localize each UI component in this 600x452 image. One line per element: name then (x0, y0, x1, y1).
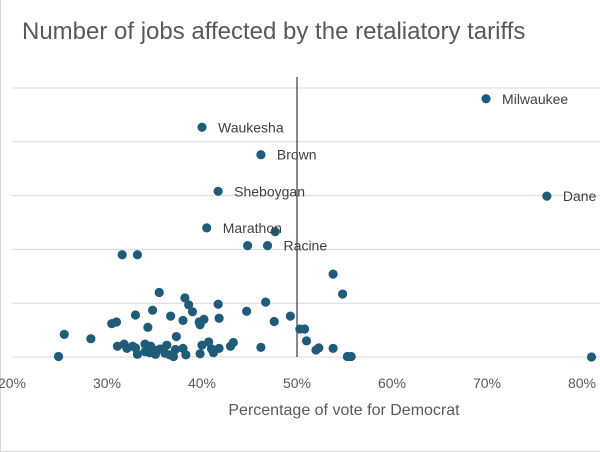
x-axis-title: Percentage of vote for Democrat (228, 402, 460, 419)
data-point[interactable] (122, 343, 132, 353)
data-point[interactable] (130, 310, 141, 320)
point-label-dane: Dane (563, 188, 597, 204)
data-point-racine[interactable] (262, 241, 273, 251)
data-point[interactable] (184, 300, 194, 310)
data-point[interactable] (180, 293, 190, 303)
point-label-marathon: Marathon (223, 220, 282, 236)
data-point[interactable] (132, 250, 142, 260)
data-point[interactable] (197, 340, 207, 350)
data-point[interactable] (256, 342, 266, 352)
data-point[interactable] (301, 336, 312, 346)
data-point[interactable] (300, 324, 310, 334)
data-point[interactable] (117, 250, 127, 260)
data-point[interactable] (195, 320, 205, 330)
data-point[interactable] (213, 299, 223, 309)
data-point[interactable] (132, 349, 142, 359)
data-point[interactable] (148, 305, 158, 315)
point-label-sheboygan: Sheboygan (234, 183, 305, 199)
data-point[interactable] (181, 350, 191, 360)
data-point[interactable] (242, 306, 252, 316)
data-point[interactable] (168, 351, 179, 362)
chart-title: Number of jobs affected by the retaliato… (22, 18, 526, 45)
data-point[interactable] (261, 297, 271, 307)
data-point[interactable] (328, 343, 338, 353)
data-point[interactable] (111, 317, 122, 327)
data-point[interactable] (270, 227, 280, 237)
data-point[interactable] (140, 347, 150, 357)
data-point[interactable] (586, 352, 597, 362)
data-point[interactable] (269, 316, 279, 327)
data-point[interactable] (112, 341, 123, 351)
data-point[interactable] (150, 349, 161, 359)
data-point[interactable] (171, 331, 181, 342)
data-point[interactable] (208, 348, 218, 358)
data-point[interactable] (311, 345, 321, 355)
data-point[interactable] (225, 341, 236, 351)
data-point[interactable] (285, 311, 295, 321)
data-point-waukesha[interactable] (197, 122, 207, 132)
data-point[interactable] (346, 351, 356, 362)
x-tick-label: 60% (378, 375, 406, 391)
point-label-milwaukee: Milwaukee (502, 91, 568, 107)
data-point[interactable] (53, 351, 64, 362)
data-point-sheboygan[interactable] (213, 186, 223, 196)
x-tick-label: 40% (188, 375, 216, 391)
data-point[interactable] (86, 334, 96, 344)
data-point[interactable] (328, 269, 338, 279)
data-point[interactable] (154, 287, 164, 298)
data-point-milwaukee[interactable] (481, 94, 491, 104)
data-point-marathon[interactable] (202, 223, 212, 233)
data-point[interactable] (187, 307, 198, 317)
data-point[interactable] (243, 241, 253, 251)
data-point[interactable] (338, 289, 348, 299)
point-label-brown: Brown (277, 147, 317, 163)
point-label-waukesha: Waukesha (218, 119, 284, 135)
x-tick-label: 70% (473, 375, 501, 391)
data-point-dane[interactable] (542, 191, 552, 201)
data-point[interactable] (195, 349, 205, 359)
data-point[interactable] (59, 329, 69, 340)
data-point-brown[interactable] (256, 150, 266, 160)
point-label-racine: Racine (284, 238, 328, 254)
data-point[interactable] (178, 315, 188, 326)
x-tick-label: 30% (93, 375, 121, 391)
x-tick-label: 20% (0, 375, 26, 391)
data-point[interactable] (214, 313, 224, 323)
x-tick-label: 80% (568, 375, 596, 391)
x-tick-label: 50% (283, 375, 311, 391)
data-point[interactable] (166, 311, 176, 321)
data-point[interactable] (143, 322, 153, 333)
